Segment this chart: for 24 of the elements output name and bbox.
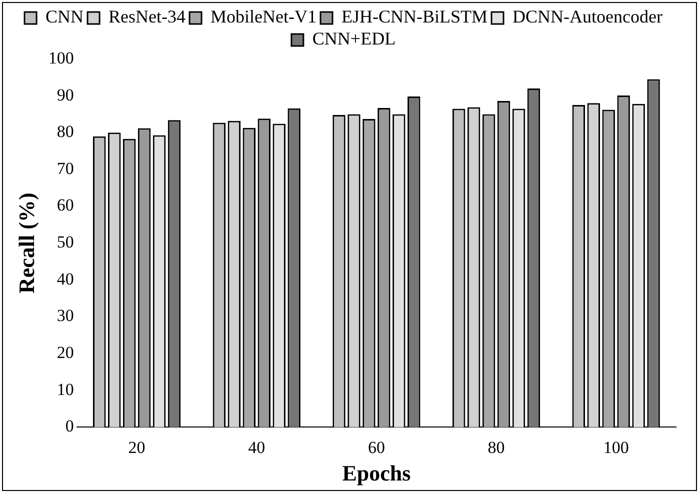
legend-label: CNN+EDL <box>312 28 396 49</box>
x-tick-label: 40 <box>248 438 266 457</box>
legend-label: MobileNet-V1 <box>210 6 317 27</box>
x-tick-label: 80 <box>488 438 505 457</box>
y-tick-label: 80 <box>56 122 74 142</box>
x-tick-label: 60 <box>368 438 385 457</box>
x-tick-label: 20 <box>128 438 146 457</box>
legend-label: ResNet-34 <box>108 6 186 27</box>
y-tick-label: 10 <box>56 380 74 399</box>
y-tick-label: 60 <box>56 196 74 215</box>
x-axis-title: Epochs <box>342 460 412 486</box>
legend-label: CNN <box>46 6 84 27</box>
y-tick-label: 40 <box>56 269 74 288</box>
x-tick-label: 100 <box>603 438 629 457</box>
y-tick-label: 30 <box>56 306 74 326</box>
y-tick-label: 0 <box>65 416 74 436</box>
y-tick-label: 90 <box>56 85 74 104</box>
y-tick-label: 70 <box>56 158 74 178</box>
legend-label: EJH-CNN-BiLSTM <box>342 6 488 27</box>
y-tick-label: 100 <box>48 48 74 68</box>
legend-label: DCNN-Autoencoder <box>512 6 662 27</box>
y-tick-label: 50 <box>56 232 74 252</box>
y-axis-title: Recall (%) <box>14 192 39 294</box>
y-tick-label: 20 <box>56 343 74 362</box>
